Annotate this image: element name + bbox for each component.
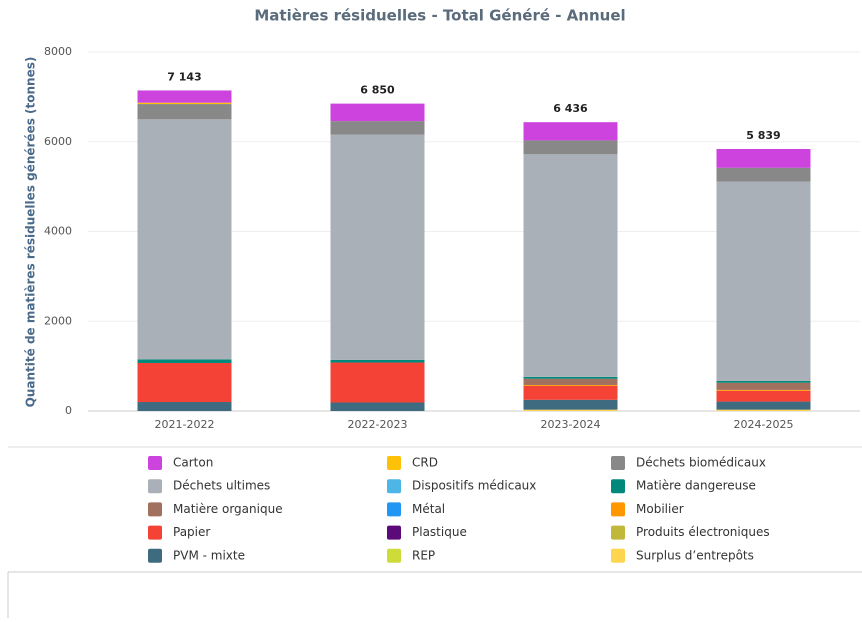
legend-label: Produits électroniques [636,525,770,539]
x-tick-label: 2021-2022 [155,418,215,431]
legend-label: Surplus d’entrepôts [636,548,754,562]
bar-segment [330,362,425,403]
total-label: 7 143 [167,70,201,83]
bar-segment [137,90,232,103]
bar-segment [330,134,425,360]
bar-segment [716,380,811,383]
legend-swatch [387,548,401,563]
legend-swatch [148,479,162,494]
bar-segment [330,402,425,411]
y-tick-label: 8000 [44,45,72,58]
bar-segment [716,401,811,410]
bar-segment [716,148,811,168]
bar-segment [716,390,811,402]
x-tick-label: 2024-2025 [734,418,794,431]
legend-swatch [148,502,162,517]
bar-segment [330,359,425,363]
legend-label: Papier [173,525,210,539]
bar-segment [523,140,618,155]
bar-segment [137,104,232,120]
bar-segment [330,121,425,135]
legend-swatch [148,548,162,563]
legend-label: Dispositifs médicaux [412,479,536,493]
bar-segment [137,362,232,403]
bar-segment [137,119,232,360]
bar-segment [137,359,232,363]
legend-swatch [387,502,401,517]
bar-segment [523,122,618,141]
bar-segment [523,384,618,386]
legend-label: Matière dangereuse [636,479,756,493]
legend-swatch [611,502,625,517]
bar-segment [716,409,811,411]
chart-title: Matières résiduelles - Total Généré - An… [254,7,625,25]
bar-segment [523,154,618,377]
total-label: 5 839 [746,129,780,142]
bar-segment [523,399,618,410]
bar-segment [137,102,232,105]
legend-label: CRD [412,456,438,470]
y-tick-label: 6000 [44,135,72,148]
legend-swatch [611,456,625,470]
bar-segment [523,378,618,385]
x-tick-label: 2023-2024 [541,418,601,431]
legend-swatch [148,456,162,470]
legend-label: Mobilier [636,502,684,516]
legend-swatch [611,548,625,563]
bar-segment [716,167,811,182]
legend-swatch [387,525,401,540]
legend-label: REP [412,548,435,562]
x-tick-label: 2022-2023 [348,418,408,431]
bar-segment [716,382,811,390]
legend-label: Métal [412,502,445,516]
legend-label: Déchets ultimes [173,479,270,493]
bar-segment [523,409,618,411]
bar-segment [523,376,618,379]
legend-label: Plastique [412,525,467,539]
y-tick-label: 4000 [44,225,72,238]
y-tick-label: 2000 [44,314,72,327]
y-tick-label: 0 [65,404,72,417]
legend-label: Carton [173,456,213,470]
bar-segment [716,181,811,381]
legend-label: Déchets biomédicaux [636,456,766,470]
y-axis-label: Quantité de matières résiduelles générée… [24,57,38,408]
bar-segment [716,389,811,391]
total-label: 6 436 [553,102,588,115]
total-label: 6 850 [360,84,395,97]
legend-swatch [148,525,162,540]
legend-swatch [387,479,401,494]
legend-swatch [611,479,625,494]
bar-segment [523,385,618,400]
legend-swatch [611,525,625,540]
bar-segment [137,402,232,411]
legend-label: PVM - mixte [173,548,245,562]
legend-label: Matière organique [173,502,283,516]
bar-segment [330,103,425,122]
legend-swatch [387,456,401,470]
